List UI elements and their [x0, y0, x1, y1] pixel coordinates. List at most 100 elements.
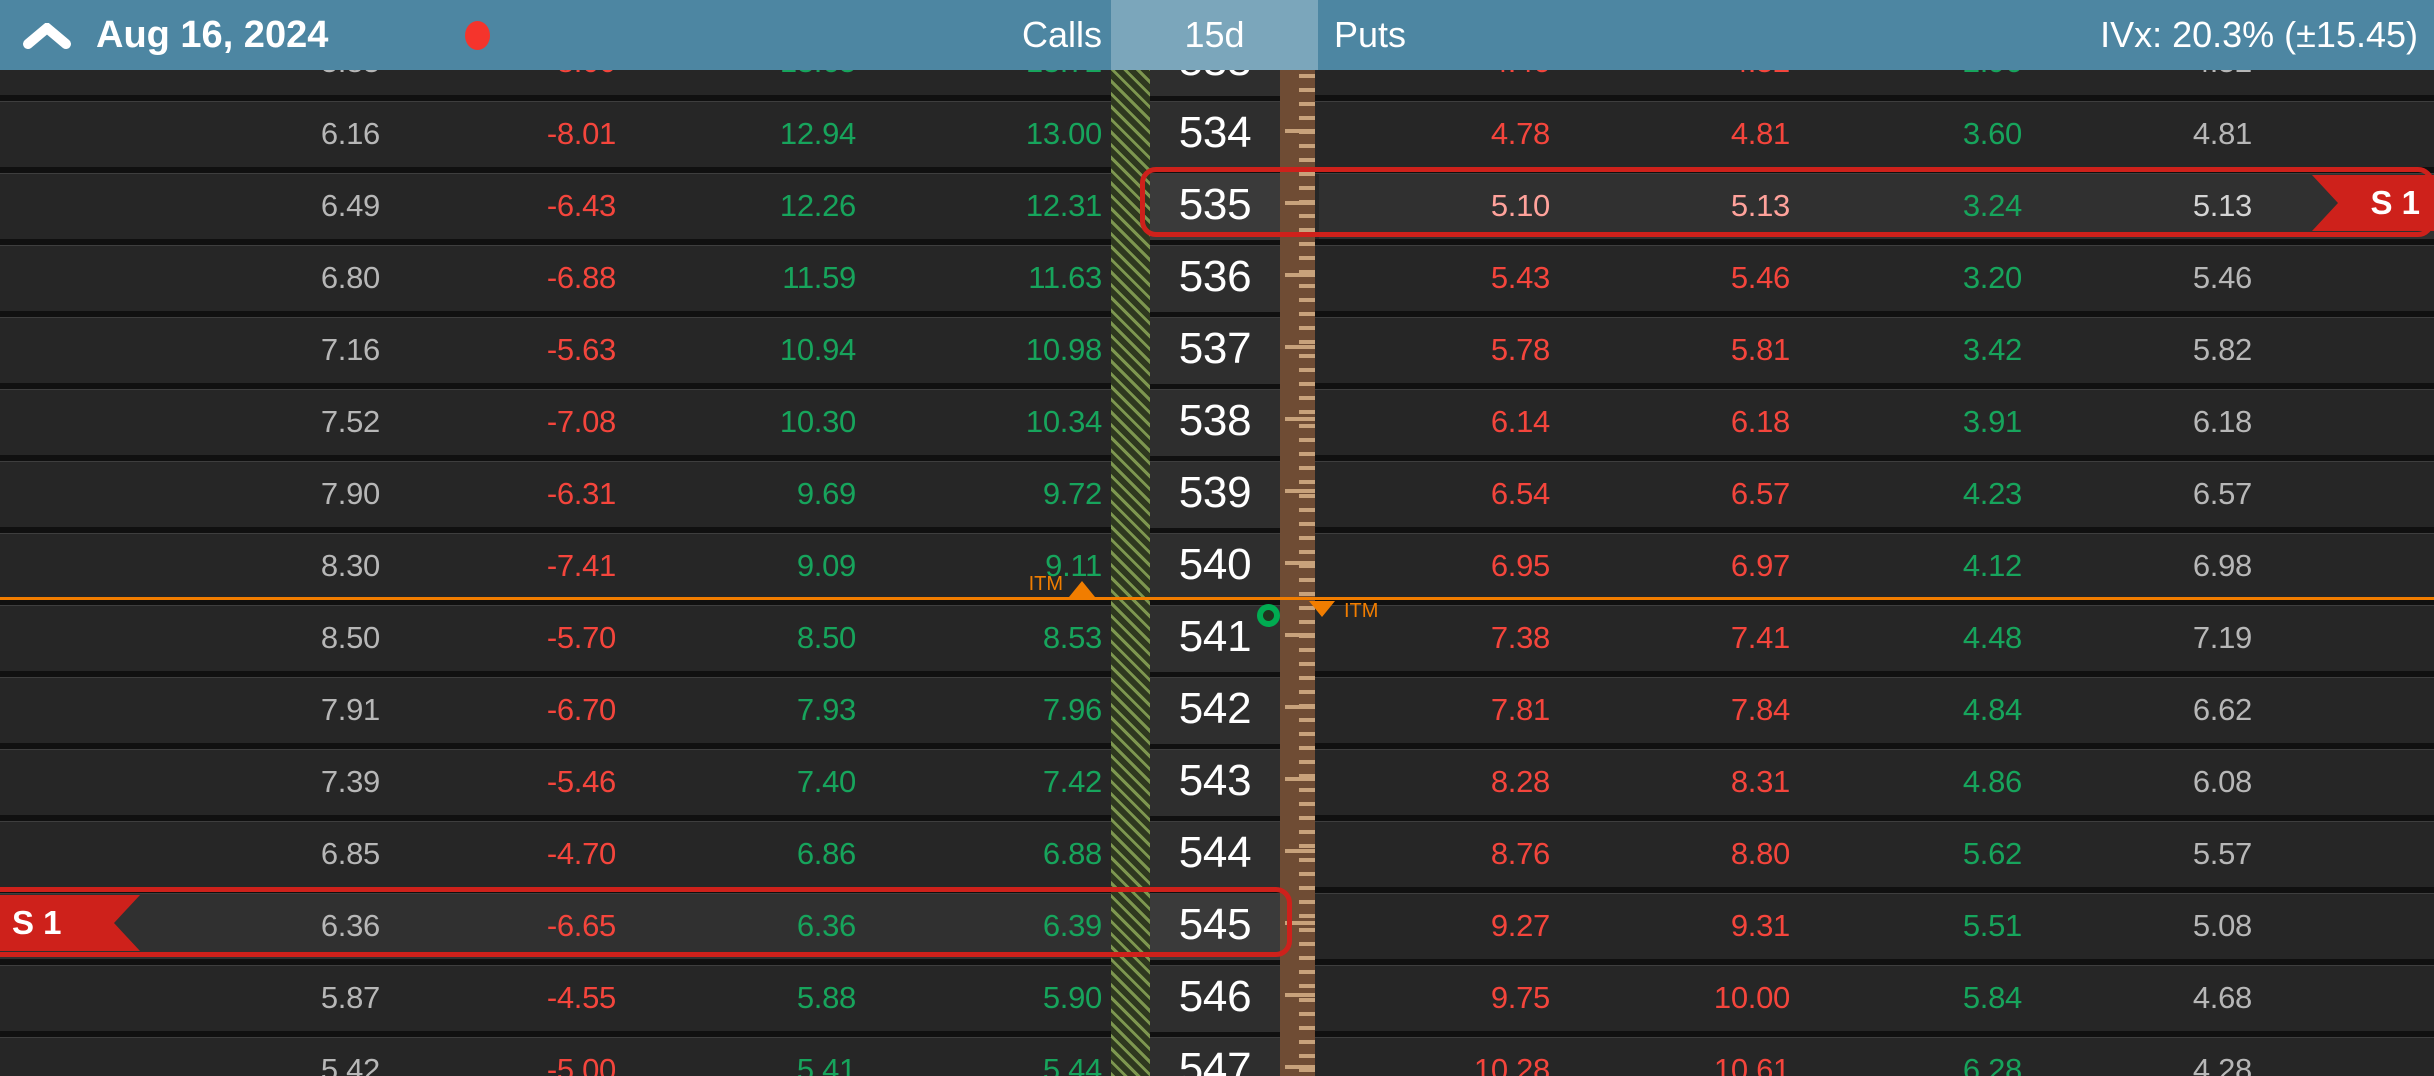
put-cell-3[interactable]: 6.28: [1962, 1052, 2022, 1076]
call-cell-2[interactable]: -5.00: [546, 1052, 616, 1076]
strike-cell[interactable]: 545: [1150, 894, 1280, 960]
put-cell-4[interactable]: 5.13: [2192, 188, 2252, 223]
call-cell-2[interactable]: -8.01: [546, 116, 616, 151]
put-cell-2[interactable]: 10.61: [1713, 1052, 1790, 1076]
call-cell-2[interactable]: -5.70: [546, 620, 616, 655]
strike-cell[interactable]: 534: [1150, 102, 1280, 168]
call-cell-1[interactable]: 7.39: [320, 764, 380, 799]
put-cell-3[interactable]: 3.20: [1962, 260, 2022, 295]
call-cell-3[interactable]: 10.30: [779, 404, 856, 439]
put-cell-4[interactable]: 5.08: [2192, 908, 2252, 943]
put-cell-1[interactable]: 7.81: [1490, 692, 1550, 727]
call-cell-4[interactable]: 11.63: [1028, 260, 1102, 295]
strike-cell[interactable]: 547: [1150, 1038, 1280, 1076]
call-cell-4[interactable]: 9.11: [1045, 548, 1102, 583]
call-cell-1[interactable]: 7.16: [320, 332, 380, 367]
call-cell-3[interactable]: 6.86: [796, 836, 856, 871]
call-cell-2[interactable]: -6.88: [546, 260, 616, 295]
call-cell-4[interactable]: 10.34: [1025, 404, 1102, 439]
call-cell-3[interactable]: 11.59: [782, 260, 856, 295]
call-cell-3[interactable]: 5.41: [796, 1052, 856, 1076]
put-cell-1[interactable]: 8.28: [1490, 764, 1550, 799]
put-cell-3[interactable]: 5.62: [1962, 836, 2022, 871]
put-cell-2[interactable]: 7.84: [1730, 692, 1790, 727]
strike-cell[interactable]: 542: [1150, 678, 1280, 744]
call-cell-1[interactable]: 5.87: [320, 980, 380, 1015]
call-cell-3[interactable]: 10.94: [779, 332, 856, 367]
strike-cell[interactable]: 539: [1150, 462, 1280, 528]
expiration-header-bar[interactable]: Aug 16, 2024 Calls 15d Puts IVx: 20.3% (…: [0, 0, 2434, 70]
put-cell-2[interactable]: 4.81: [1730, 116, 1790, 151]
put-cell-1[interactable]: 4.78: [1490, 116, 1550, 151]
call-cell-3[interactable]: 9.69: [796, 476, 856, 511]
call-cell-1[interactable]: 7.90: [320, 476, 380, 511]
put-cell-3[interactable]: 5.84: [1962, 980, 2022, 1015]
collapse-chevron-icon[interactable]: [22, 23, 72, 49]
strike-cell[interactable]: 540: [1150, 534, 1280, 600]
call-cell-4[interactable]: 6.39: [1042, 908, 1102, 943]
call-cell-3[interactable]: 12.94: [779, 116, 856, 151]
put-cell-3[interactable]: 3.91: [1962, 404, 2022, 439]
call-cell-4[interactable]: 7.96: [1042, 692, 1102, 727]
call-cell-4[interactable]: 13.00: [1025, 116, 1102, 151]
call-cell-1[interactable]: 6.85: [320, 836, 380, 871]
put-cell-1[interactable]: 6.14: [1490, 404, 1550, 439]
put-cell-2[interactable]: 6.18: [1730, 404, 1790, 439]
call-cell-1[interactable]: 8.30: [320, 548, 380, 583]
call-cell-2[interactable]: -6.31: [546, 476, 616, 511]
put-cell-3[interactable]: 3.24: [1962, 188, 2022, 223]
call-cell-2[interactable]: -4.70: [546, 836, 616, 871]
call-cell-3[interactable]: 7.40: [796, 764, 856, 799]
call-cell-2[interactable]: -4.55: [546, 980, 616, 1015]
strike-cell[interactable]: 538: [1150, 390, 1280, 456]
call-cell-4[interactable]: 9.72: [1042, 476, 1102, 511]
put-cell-1[interactable]: 9.27: [1490, 908, 1550, 943]
call-cell-3[interactable]: 7.93: [796, 692, 856, 727]
strike-cell[interactable]: 536: [1150, 246, 1280, 312]
call-cell-4[interactable]: 8.53: [1042, 620, 1102, 655]
put-cell-4[interactable]: 7.19: [2192, 620, 2252, 655]
call-cell-4[interactable]: 5.90: [1042, 980, 1102, 1015]
call-cell-1[interactable]: 7.52: [320, 404, 380, 439]
call-cell-2[interactable]: -5.46: [546, 764, 616, 799]
call-cell-3[interactable]: 6.36: [796, 908, 856, 943]
put-cell-2[interactable]: 6.57: [1730, 476, 1790, 511]
put-cell-1[interactable]: 5.78: [1490, 332, 1550, 367]
put-cell-4[interactable]: 4.81: [2192, 116, 2252, 151]
put-cell-4[interactable]: 6.62: [2192, 692, 2252, 727]
put-cell-2[interactable]: 5.13: [1730, 188, 1790, 223]
call-cell-1[interactable]: 6.80: [320, 260, 380, 295]
put-cell-3[interactable]: 4.12: [1962, 548, 2022, 583]
put-cell-4[interactable]: 4.68: [2192, 980, 2252, 1015]
put-cell-4[interactable]: 5.82: [2192, 332, 2252, 367]
call-cell-2[interactable]: -6.70: [546, 692, 616, 727]
put-cell-3[interactable]: 4.23: [1962, 476, 2022, 511]
call-cell-1[interactable]: 5.42: [320, 1052, 380, 1076]
put-cell-4[interactable]: 6.98: [2192, 548, 2252, 583]
call-cell-2[interactable]: -7.41: [546, 548, 616, 583]
call-cell-4[interactable]: 6.88: [1042, 836, 1102, 871]
put-cell-4[interactable]: 6.18: [2192, 404, 2252, 439]
put-cell-2[interactable]: 5.46: [1730, 260, 1790, 295]
put-cell-4[interactable]: 5.46: [2192, 260, 2252, 295]
call-cell-2[interactable]: -6.65: [546, 908, 616, 943]
put-cell-1[interactable]: 6.54: [1490, 476, 1550, 511]
put-cell-2[interactable]: 5.81: [1730, 332, 1790, 367]
put-cell-3[interactable]: 3.42: [1962, 332, 2022, 367]
call-cell-1[interactable]: 6.16: [320, 116, 380, 151]
put-cell-1[interactable]: 5.43: [1490, 260, 1550, 295]
put-cell-1[interactable]: 10.28: [1473, 1052, 1550, 1076]
strike-cell[interactable]: 541: [1150, 606, 1280, 672]
put-cell-1[interactable]: 5.10: [1490, 188, 1550, 223]
call-cell-2[interactable]: -6.43: [546, 188, 616, 223]
put-cell-2[interactable]: 8.31: [1730, 764, 1790, 799]
put-cell-3[interactable]: 3.60: [1962, 116, 2022, 151]
put-cell-2[interactable]: 9.31: [1730, 908, 1790, 943]
call-cell-2[interactable]: -7.08: [546, 404, 616, 439]
call-cell-3[interactable]: 8.50: [796, 620, 856, 655]
put-cell-4[interactable]: 6.57: [2192, 476, 2252, 511]
put-cell-4[interactable]: 5.57: [2192, 836, 2252, 871]
call-cell-4[interactable]: 12.31: [1025, 188, 1102, 223]
strike-cell[interactable]: 537: [1150, 318, 1280, 384]
put-cell-2[interactable]: 10.00: [1713, 980, 1790, 1015]
